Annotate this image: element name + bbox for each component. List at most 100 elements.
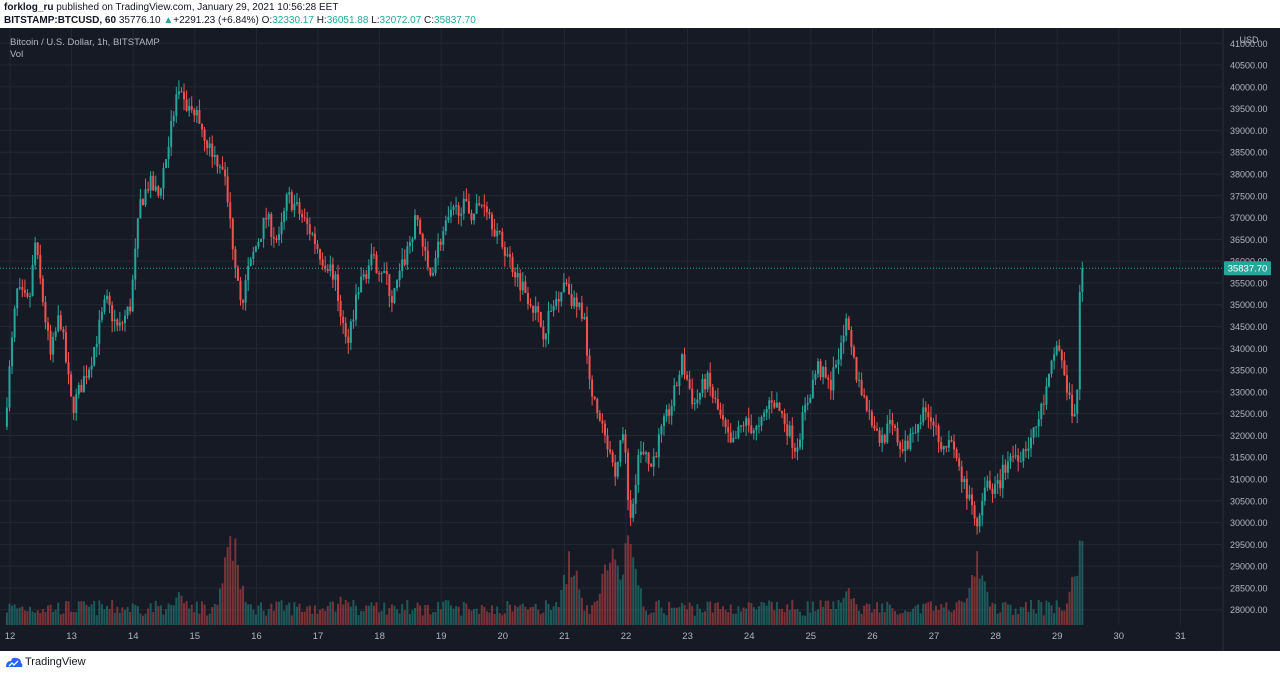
candle-body <box>940 442 943 450</box>
candle-body <box>698 392 701 400</box>
candle-body <box>981 500 984 516</box>
volume-bar <box>129 612 132 625</box>
volume-bar <box>39 613 42 625</box>
candle-body <box>193 109 196 116</box>
candle-body <box>34 242 37 265</box>
volume-bar <box>876 602 879 625</box>
volume-bar <box>429 614 432 625</box>
candle-body <box>829 379 832 391</box>
volume-bar <box>773 610 776 625</box>
volume-bar <box>598 593 601 625</box>
high-label: H: <box>316 15 327 26</box>
volume-bar <box>591 605 594 625</box>
volume-bar <box>339 596 342 625</box>
volume-bar <box>899 613 902 625</box>
candle-body <box>603 423 606 436</box>
candle-body <box>757 425 760 427</box>
candle-body <box>390 296 393 303</box>
volume-bar <box>906 611 909 625</box>
x-tick-label: 20 <box>498 631 509 642</box>
candle-body <box>267 213 270 220</box>
candle-body <box>573 297 576 307</box>
candle-body <box>462 198 465 214</box>
price-chart[interactable]: 28000.00 28500.00 29000.00 29500.00 30000.00… <box>0 28 1280 651</box>
candle-body <box>793 447 796 452</box>
candle-body <box>437 241 440 258</box>
volume-bar <box>516 607 519 625</box>
candle-body <box>729 432 732 443</box>
volume-bar <box>80 601 83 625</box>
candle-body <box>321 259 324 266</box>
x-tick-label: 19 <box>436 631 447 642</box>
candle-body <box>198 109 201 124</box>
tradingview-brand[interactable]: TradingView <box>25 656 86 668</box>
candle-body <box>41 278 44 303</box>
volume-bar <box>855 604 858 625</box>
candle-body <box>532 305 535 313</box>
candle-body <box>614 462 617 477</box>
volume-bar <box>1045 600 1048 625</box>
volume-bar <box>544 600 547 625</box>
candle-body <box>1019 461 1022 463</box>
candle-body <box>634 485 637 504</box>
candle-body <box>1027 448 1030 451</box>
volume-bar <box>1058 607 1061 625</box>
candle-body <box>506 254 509 256</box>
candle-body <box>714 397 717 400</box>
candle-body <box>121 322 124 324</box>
published-text: published on TradingView.com, January 29… <box>56 2 339 13</box>
tradingview-logo-icon[interactable] <box>5 655 23 669</box>
candle-body <box>483 205 486 207</box>
candle-body <box>809 397 812 404</box>
volume-bar <box>431 612 434 625</box>
candle-body <box>247 265 250 281</box>
candle-body <box>449 209 452 217</box>
candle-body <box>270 213 273 237</box>
volume-bar <box>1053 613 1056 625</box>
volume-bar <box>236 565 239 625</box>
time-axis[interactable]: 12 13 14 15 16 17 18 19 20 21 22 23 24 25 26 27 28 29 30 31 <box>5 631 1186 642</box>
volume-bar <box>724 609 727 625</box>
volume-bar <box>750 602 753 625</box>
volume-bar <box>673 607 676 625</box>
candle-body <box>904 440 907 452</box>
volume-bar <box>190 604 193 625</box>
candle-body <box>262 218 265 239</box>
volume-bar <box>239 589 242 625</box>
volume-bar <box>837 599 840 625</box>
volume-bar <box>1081 540 1084 625</box>
candle-body <box>670 405 673 416</box>
candle-body <box>444 220 447 232</box>
y-tick-label: 30000.00 <box>1230 518 1268 528</box>
volume-bar <box>655 601 658 625</box>
volume-bar <box>1006 604 1009 625</box>
candle-body <box>737 426 740 438</box>
candle-body <box>457 205 460 216</box>
candle-body <box>591 379 594 397</box>
y-tick-label: 32500.00 <box>1230 409 1268 419</box>
volume-bar <box>722 606 725 625</box>
volume-bar <box>460 615 463 625</box>
candle-body <box>711 386 714 398</box>
candle-body <box>1050 360 1053 374</box>
candle-body <box>106 295 109 300</box>
publisher-name[interactable]: forklog_ru <box>4 2 54 13</box>
candle-body <box>834 364 837 368</box>
candle-body <box>886 423 889 443</box>
candle-body <box>162 168 165 189</box>
candle-body <box>734 437 737 439</box>
candle-body <box>298 202 301 214</box>
candle-body <box>816 361 819 374</box>
volume-bar <box>873 609 876 625</box>
candle-body <box>570 294 573 307</box>
x-tick-label: 21 <box>559 631 570 642</box>
y-tick-label: 37000.00 <box>1230 213 1268 223</box>
volume-bar <box>385 614 388 625</box>
volume-bar <box>709 601 712 625</box>
volume-bar <box>388 608 391 625</box>
volume-bar <box>696 604 699 625</box>
candle-body <box>999 480 1002 489</box>
volume-bar <box>398 613 401 625</box>
candle-body <box>308 224 311 234</box>
volume-bar <box>868 604 871 625</box>
